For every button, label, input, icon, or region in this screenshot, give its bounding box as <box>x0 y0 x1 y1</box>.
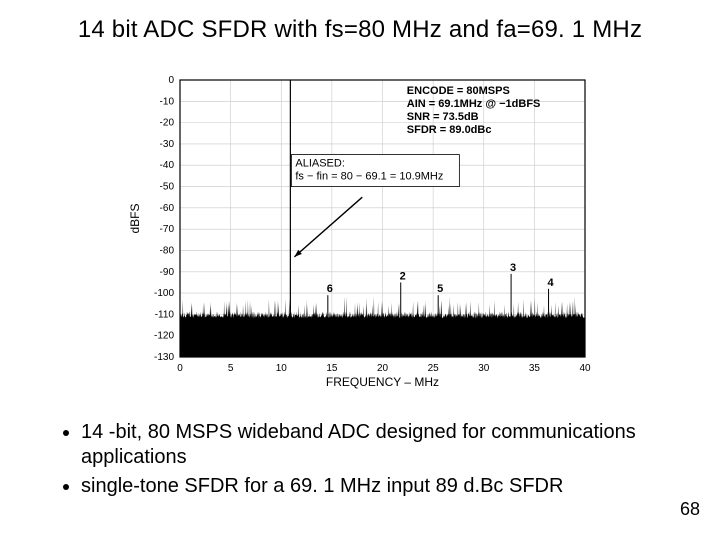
svg-text:0: 0 <box>177 363 183 374</box>
svg-text:-30: -30 <box>160 139 175 150</box>
slide-title: 14 bit ADC SFDR with fs=80 MHz and fa=69… <box>0 16 720 44</box>
svg-text:2: 2 <box>400 270 406 282</box>
svg-text:-60: -60 <box>160 203 175 214</box>
svg-text:-100: -100 <box>154 288 174 299</box>
svg-text:ALIASED:: ALIASED: <box>295 158 345 170</box>
svg-text:15: 15 <box>326 363 338 374</box>
svg-text:20: 20 <box>377 363 389 374</box>
svg-text:5: 5 <box>228 363 234 374</box>
bullet-item: single-tone SFDR for a 69. 1 MHz input 8… <box>81 474 655 499</box>
svg-text:35: 35 <box>529 363 541 374</box>
chart-svg: 0 -10 -20 -30 -40 -50 -60 -70 -80 -90 -100 -110 -120… <box>125 70 595 392</box>
svg-text:40: 40 <box>579 363 591 374</box>
svg-text:SFDR = 89.0dBc: SFDR = 89.0dBc <box>407 124 492 136</box>
svg-text:FREQUENCY – MHz: FREQUENCY – MHz <box>326 375 439 389</box>
bullet-item: 14 -bit, 80 MSPS wideband ADC designed f… <box>81 420 655 470</box>
svg-text:SNR = 73.5dB: SNR = 73.5dB <box>407 111 479 123</box>
svg-text:-10: -10 <box>160 96 175 107</box>
svg-text:25: 25 <box>428 363 440 374</box>
svg-text:-80: -80 <box>160 245 175 256</box>
svg-text:-110: -110 <box>155 309 175 320</box>
svg-text:3: 3 <box>510 262 516 274</box>
svg-text:AIN = 69.1MHz @ −1dBFS: AIN = 69.1MHz @ −1dBFS <box>407 98 541 110</box>
svg-text:-130: -130 <box>154 352 174 363</box>
svg-text:-20: -20 <box>160 118 175 129</box>
fft-chart: 0 -10 -20 -30 -40 -50 -60 -70 -80 -90 -100 -110 -120… <box>125 70 595 392</box>
svg-text:dBFS: dBFS <box>128 203 142 233</box>
svg-text:fs − fin = 80 − 69.1 = 10.9MHz: fs − fin = 80 − 69.1 = 10.9MHz <box>295 171 443 183</box>
svg-text:-50: -50 <box>160 182 175 193</box>
svg-text:5: 5 <box>437 283 443 295</box>
svg-text:4: 4 <box>547 277 554 289</box>
svg-text:-90: -90 <box>160 267 175 278</box>
svg-text:-70: -70 <box>160 224 175 235</box>
svg-text:-40: -40 <box>160 160 175 171</box>
svg-text:10: 10 <box>276 363 288 374</box>
svg-text:6: 6 <box>327 283 333 295</box>
svg-text:0: 0 <box>168 75 174 86</box>
svg-text:-120: -120 <box>154 331 174 342</box>
svg-text:30: 30 <box>478 363 490 374</box>
page-number: 68 <box>680 499 700 520</box>
bullet-list: 14 -bit, 80 MSPS wideband ADC designed f… <box>55 420 655 503</box>
svg-text:ENCODE = 80MSPS: ENCODE = 80MSPS <box>407 85 510 97</box>
